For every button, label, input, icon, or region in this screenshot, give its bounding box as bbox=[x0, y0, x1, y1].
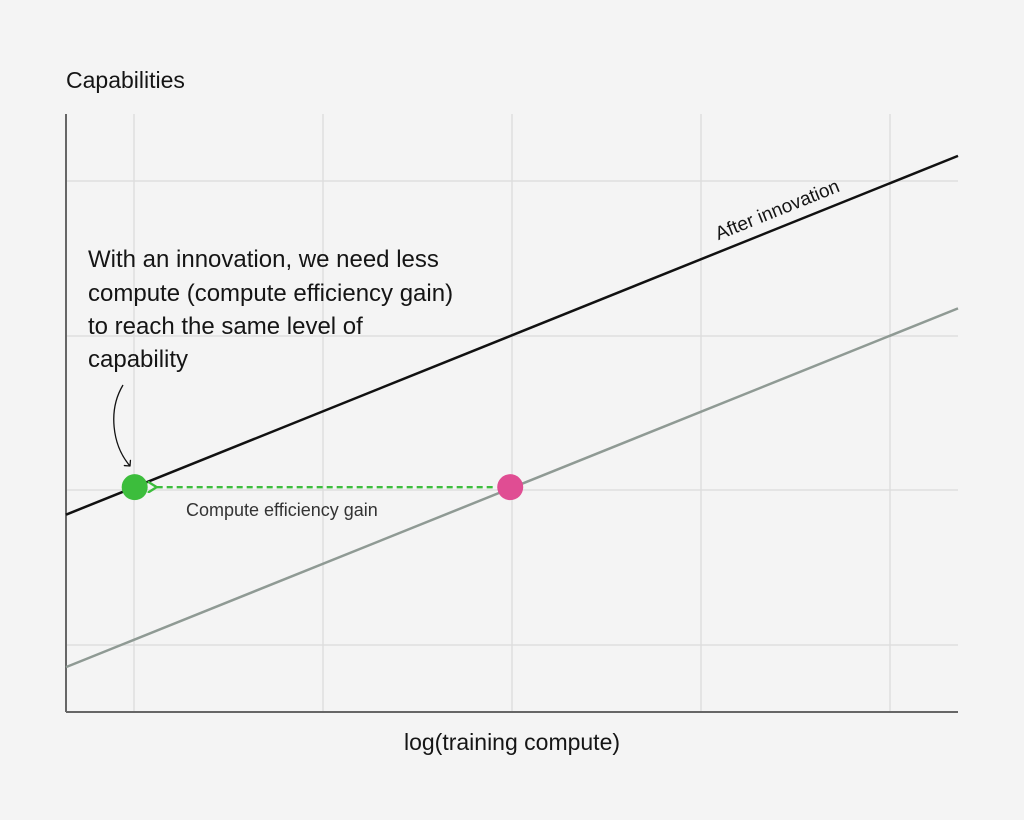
grid bbox=[66, 114, 958, 712]
x-axis-label: log(training compute) bbox=[404, 729, 620, 755]
y-axis-label: Capabilities bbox=[66, 67, 185, 93]
annotation-pointer-arrow bbox=[113, 384, 132, 467]
point-before-innovation bbox=[497, 474, 524, 501]
series-line-after-innovation bbox=[65, 154, 959, 516]
annotation-line-3: to reach the same level of bbox=[88, 313, 363, 340]
point-after-innovation bbox=[121, 474, 148, 501]
efficiency-arrow-label: Compute efficiency gain bbox=[186, 500, 378, 520]
annotation-line-4: capability bbox=[88, 346, 188, 373]
annotation-line-1: With an innovation, we need less bbox=[88, 246, 439, 273]
annotation-line-2: compute (compute efficiency gain) bbox=[88, 280, 453, 307]
annotation: With an innovation, we need less compute… bbox=[88, 246, 453, 373]
